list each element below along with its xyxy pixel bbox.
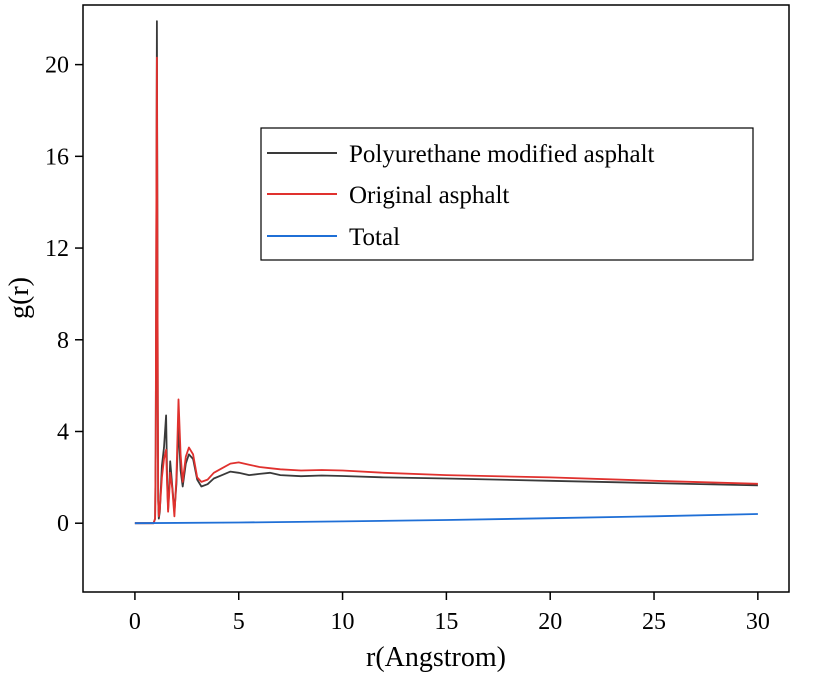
legend-label-original: Original asphalt [349, 182, 509, 209]
x-tick-label-1: 5 [233, 609, 245, 635]
x-tick-label-2: 10 [331, 609, 355, 635]
plot-frame [82, 4, 790, 593]
x-axis-title: r(Angstrom) [366, 642, 506, 673]
y-axis-title: g(r) [4, 277, 35, 319]
x-tick-label-3: 15 [434, 609, 458, 635]
x-tick-label-0: 0 [129, 609, 141, 635]
legend-box [260, 127, 754, 261]
series-layer [134, 20, 758, 525]
y-tick-label-5: 20 [45, 53, 69, 79]
y-tick-label-4: 16 [45, 144, 69, 170]
legend-label-total: Total [349, 224, 400, 251]
legend: Polyurethane modified asphalt Original a… [260, 127, 754, 261]
x-tick-label-6: 30 [746, 609, 770, 635]
series-line-polyurethane [134, 20, 758, 525]
y-tick-label-2: 8 [57, 328, 69, 354]
y-tick-label-0: 0 [57, 511, 69, 537]
legend-label-polyurethane: Polyurethane modified asphalt [349, 141, 655, 168]
x-tick-label-5: 25 [642, 609, 666, 635]
series-line-original [134, 56, 758, 525]
y-tick-label-1: 4 [57, 419, 69, 445]
y-axis: 0 4 8 12 16 20 [45, 53, 83, 537]
series-line-total [134, 513, 758, 525]
x-axis: 0 5 10 15 20 25 30 [129, 592, 770, 635]
x-tick-label-4: 20 [538, 609, 562, 635]
y-tick-label-3: 12 [45, 236, 69, 262]
